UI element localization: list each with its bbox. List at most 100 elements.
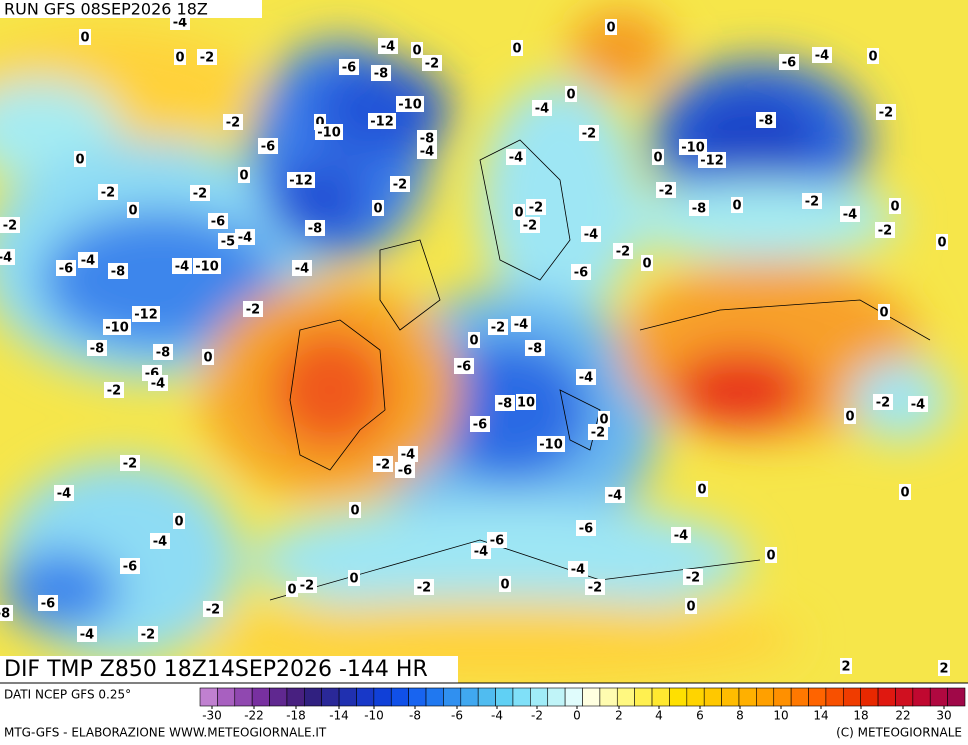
colorbar-tick-label: 4	[655, 709, 663, 723]
contour-label-box	[889, 198, 901, 214]
contour-label: -2	[141, 628, 155, 643]
colorbar-swatch	[338, 687, 357, 707]
contour-label-box	[840, 658, 852, 674]
contour-label: -2	[200, 51, 214, 66]
contour-label: 0	[469, 334, 478, 349]
contour-label: -8	[156, 346, 170, 361]
colorbar-tick-label: 18	[853, 709, 868, 723]
contour-label-box	[641, 255, 653, 271]
contour-label: -12	[370, 115, 394, 130]
contour-label: -2	[523, 219, 537, 234]
contour-label-box	[499, 576, 511, 592]
contour-label: 0	[642, 257, 651, 272]
contour-label: -2	[107, 384, 121, 399]
contour-label-box	[581, 226, 601, 242]
contour-label: -12	[134, 308, 158, 323]
contour-label: -8	[90, 342, 104, 357]
contour-label-box	[908, 396, 928, 412]
contour-label: -4	[584, 228, 598, 243]
contour-label: -4	[381, 40, 395, 55]
colorbar-tick-label: -18	[286, 709, 306, 723]
colorbar-swatch	[808, 687, 827, 707]
contour-label-box	[104, 382, 124, 398]
colorbar-swatch	[217, 687, 236, 707]
contour-label-box	[305, 220, 325, 236]
contour-label-box	[120, 558, 140, 574]
colorbar-tick-label: 6	[696, 709, 704, 723]
contour-label-box	[588, 424, 608, 440]
contour-label-box	[671, 527, 691, 543]
contour-label-box	[297, 577, 317, 593]
colorbar-tick-label: -2	[531, 709, 543, 723]
contour-label-box	[511, 316, 531, 332]
contour-label: -6	[398, 464, 412, 479]
contour-label: -10	[195, 260, 219, 275]
colorbar-swatch	[686, 687, 705, 707]
contour-label: -2	[3, 219, 17, 234]
contour-label: 0	[500, 578, 509, 593]
contour-label-box	[876, 104, 896, 120]
map-title: DIF TMP Z850 18Z14SEP2026 -144 HR	[4, 657, 428, 682]
contour-label-box	[0, 605, 13, 621]
contour-label: -2	[876, 396, 890, 411]
colorbar-swatch	[408, 687, 427, 707]
contour-label: -2	[879, 106, 893, 121]
colorbar-swatch	[877, 687, 896, 707]
contour-label-box	[153, 344, 173, 360]
contour-label: -2	[616, 245, 630, 260]
contour-label-box	[0, 249, 15, 265]
contour-label: -4	[509, 151, 523, 166]
contour-label-box	[373, 456, 393, 472]
contour-label-box	[87, 340, 107, 356]
contour-label-box	[286, 581, 298, 597]
contour-label-box	[0, 217, 20, 233]
contour-label-box	[79, 29, 91, 45]
colorbar-tick-label: 14	[813, 709, 828, 723]
colorbar-swatch	[443, 687, 462, 707]
contour-label-box	[679, 139, 707, 155]
contour-label-box	[568, 561, 588, 577]
contour-label-box	[598, 411, 610, 427]
colorbar-swatch	[321, 687, 340, 707]
colorbar-tick-label: -22	[244, 709, 264, 723]
colorbar-swatch	[860, 687, 879, 707]
contour-label-box	[417, 130, 437, 146]
contour-label-box	[78, 252, 98, 268]
contour-label-box	[454, 358, 474, 374]
contour-label-box	[77, 626, 97, 642]
contour-label: 2	[841, 660, 850, 675]
colorbar-tick-label: -8	[409, 709, 421, 723]
contour-label: -2	[686, 571, 700, 586]
contour-label: -8	[374, 67, 388, 82]
contour-label: -10	[317, 126, 341, 141]
contour-label: -6	[473, 418, 487, 433]
contour-label: 0	[287, 583, 296, 598]
contour-label: -8	[759, 114, 773, 129]
contour-label-box	[396, 96, 424, 112]
header-box	[0, 0, 262, 18]
contour-label-box	[372, 200, 384, 216]
colorbar-swatch	[269, 687, 288, 707]
colorbar-swatch	[790, 687, 809, 707]
colorbar-swatch	[547, 687, 566, 707]
contour-label: -6	[342, 61, 356, 76]
contour-label-box	[525, 340, 545, 356]
contour-label-box	[652, 149, 664, 165]
colorbar-tick-label: -4	[491, 709, 503, 723]
contour-label: -4	[474, 545, 488, 560]
contour-label: 0	[599, 413, 608, 428]
contour-label-box	[613, 243, 633, 259]
colorbar-swatch	[251, 687, 270, 707]
contour-label: -2	[376, 458, 390, 473]
colorbar-tick-label: -14	[329, 709, 349, 723]
colorbar-swatch	[895, 687, 914, 707]
colorbar-swatch	[929, 687, 948, 707]
contour-label-box	[287, 172, 315, 188]
contour-label: -8	[420, 132, 434, 147]
contour-label-box	[218, 233, 238, 249]
contour-label: 0	[128, 204, 137, 219]
contour-label-box	[108, 263, 128, 279]
colorbar-tick-label: 10	[773, 709, 788, 723]
